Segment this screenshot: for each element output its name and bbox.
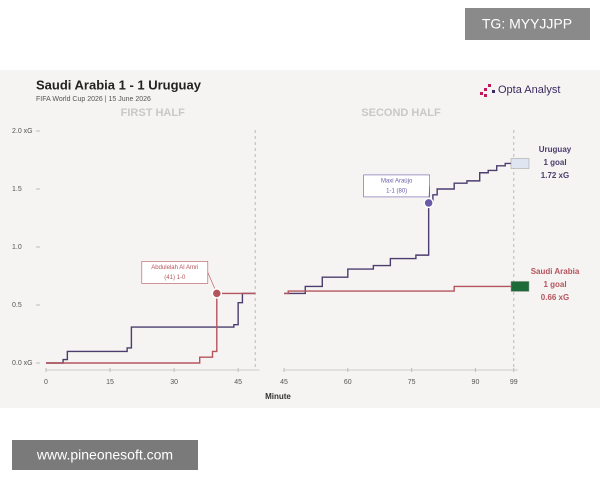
x-tick-label: 60 xyxy=(344,379,352,386)
legend-note: 1 goal xyxy=(543,158,566,167)
xg-line xyxy=(46,292,256,364)
annotation: 1-1 (80) xyxy=(386,188,407,194)
legend-note: 0.66 xG xyxy=(541,293,569,302)
chart-subtitle: FIFA World Cup 2026 | 15 June 2026 xyxy=(36,96,151,103)
goal-marker xyxy=(211,288,223,299)
annotation: (41) 1-0 xyxy=(164,275,186,281)
brand: Opta Analyst xyxy=(498,84,560,96)
legend-label: Saudi Arabia xyxy=(531,267,580,276)
xg-line xyxy=(284,162,514,295)
annotation: Maxi Araújo xyxy=(381,178,413,184)
half-title: FIRST HALF xyxy=(121,107,185,119)
half-title: SECOND HALF xyxy=(361,107,441,119)
x-tick-label: 15 xyxy=(106,379,114,386)
legend-note: 1 goal xyxy=(543,280,566,289)
watermark: TG: MYYJJPP xyxy=(482,16,572,32)
goal-marker xyxy=(423,197,434,209)
card xyxy=(0,70,600,408)
x-tick-label: 99 xyxy=(510,379,518,386)
watermark-box xyxy=(465,8,590,40)
brand-logo xyxy=(480,84,495,97)
xg-line xyxy=(284,285,514,295)
y-tick-label: 0.5 xyxy=(12,302,22,309)
team-flag xyxy=(510,158,530,169)
team-flag xyxy=(510,281,530,292)
y-tick-label: 2.0 xG xyxy=(12,128,33,135)
x-tick-label: 75 xyxy=(408,379,416,386)
y-tick-label: 0.0 xG xyxy=(12,360,33,367)
x-tick-label: 90 xyxy=(472,379,480,386)
x-tick-label: 30 xyxy=(170,379,178,386)
y-tick-label: 1.5 xyxy=(12,186,22,193)
watermark-box xyxy=(12,440,198,470)
legend-note: 1.72 xG xyxy=(541,171,569,180)
y-tick-label: 1.0 xyxy=(12,244,22,251)
x-axis-label: Minute xyxy=(265,392,291,401)
x-tick-label: 0 xyxy=(44,379,48,386)
x-tick-label: 45 xyxy=(234,379,242,386)
legend-label: Uruguay xyxy=(539,145,572,154)
x-tick-label: 45 xyxy=(280,379,288,386)
xg-line xyxy=(46,292,256,364)
watermark: www.pineonesoft.com xyxy=(36,447,173,463)
annotation: Abdulelah Al Amri xyxy=(151,265,198,271)
chart-title: Saudi Arabia 1 - 1 Uruguay xyxy=(36,77,202,92)
